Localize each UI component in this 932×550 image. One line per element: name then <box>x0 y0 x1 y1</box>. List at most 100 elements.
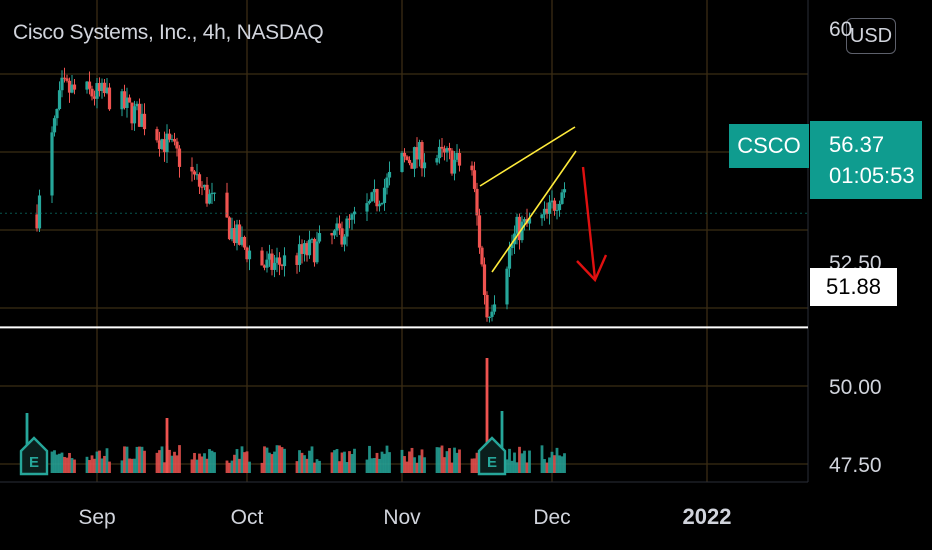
candle-body <box>520 221 524 241</box>
candle-body <box>175 141 179 149</box>
volume-bar <box>405 461 409 473</box>
candle-body <box>245 247 249 260</box>
volume-bar <box>450 462 454 473</box>
candle-body <box>277 257 282 265</box>
candle-body <box>240 236 244 245</box>
candle-body <box>197 174 202 187</box>
candle-body <box>487 316 492 318</box>
candle-body <box>522 219 527 222</box>
volume-bar <box>350 453 354 473</box>
volume-bar <box>458 449 461 473</box>
volume-bar <box>295 461 299 473</box>
candle-body <box>72 84 77 90</box>
volume-bar <box>453 447 456 473</box>
volume-bar <box>448 448 451 473</box>
ticker-label: CSCO <box>729 124 809 168</box>
volume-bar <box>513 452 516 473</box>
candle-body <box>97 83 102 92</box>
candle-body <box>210 192 214 195</box>
candle-body <box>167 133 172 140</box>
candle-body <box>90 88 94 97</box>
volume-bar <box>455 452 459 473</box>
volume-bar <box>540 445 544 473</box>
wedge-upper-trendline <box>479 126 576 187</box>
candle-body <box>52 118 57 133</box>
candle-body <box>270 253 274 270</box>
candle-body <box>420 142 424 169</box>
chart-title: Cisco Systems, Inc., 4h, NASDAQ <box>13 21 324 44</box>
volume-bar <box>555 447 559 473</box>
candle-body <box>265 259 269 268</box>
candle-body <box>372 189 377 193</box>
candle-body <box>207 194 212 204</box>
candle-body <box>35 214 39 229</box>
time-tick-label: Oct <box>231 506 264 529</box>
volume-bar <box>280 447 284 473</box>
candle-body <box>382 187 387 203</box>
volume-bar <box>228 462 231 473</box>
volume-bar <box>445 451 449 473</box>
volume-bar <box>73 459 76 473</box>
volume-bar <box>65 457 69 473</box>
earnings-marker-letter: E <box>29 454 39 471</box>
volume-bar <box>528 450 531 473</box>
candle-body <box>332 230 337 236</box>
volume-bar <box>135 446 139 473</box>
volume-bar <box>423 457 426 473</box>
candle-body <box>102 82 107 94</box>
candle-body <box>190 166 194 172</box>
volume-bar <box>400 449 404 473</box>
volume-bar <box>510 460 514 473</box>
candle-body <box>312 239 317 263</box>
candle-body <box>310 239 314 241</box>
volume-bar <box>68 452 71 473</box>
candle-body <box>342 236 347 245</box>
volume-bar <box>525 462 529 473</box>
volume-bar <box>95 451 99 473</box>
volume-bar <box>298 450 301 473</box>
candle-body <box>105 87 109 94</box>
candle-body <box>375 189 379 207</box>
grid-lines <box>0 0 809 483</box>
volume-bar <box>413 457 416 473</box>
candle-body <box>67 80 72 93</box>
volume-bar <box>318 460 321 473</box>
volume-bar <box>193 452 196 473</box>
volume-bar <box>260 462 264 473</box>
volume-bar <box>128 458 131 473</box>
candle-body <box>37 195 42 229</box>
currency-button[interactable]: USD <box>846 18 896 54</box>
volume-bar <box>168 449 171 473</box>
volume-bar <box>313 462 316 473</box>
volume-bar-spike <box>165 418 169 473</box>
volume-bar <box>383 453 386 473</box>
wedge-lower-trendline <box>491 150 577 273</box>
bearish-arrow-head <box>576 254 608 283</box>
candle-body <box>297 244 302 265</box>
volume-bar <box>203 453 206 473</box>
volume-bar <box>443 457 446 473</box>
volume-bar <box>268 452 271 473</box>
volume-bar <box>265 447 269 473</box>
candle-body <box>92 96 97 99</box>
volume-bar <box>205 458 209 473</box>
candle-body <box>352 211 357 215</box>
volume-bar <box>440 445 444 473</box>
earnings-icon: E <box>477 436 507 476</box>
candlesticks <box>35 67 567 323</box>
time-axis[interactable]: Sep Oct Nov Dec 2022 <box>78 504 731 529</box>
candle-body <box>547 202 552 214</box>
volume-bar <box>160 446 164 473</box>
candle-body <box>237 224 242 245</box>
candle-body <box>490 311 494 317</box>
last-price: 56.37 <box>829 132 885 157</box>
candle-body <box>155 129 159 141</box>
volume-bar <box>523 450 526 473</box>
candle-body <box>212 192 217 194</box>
volume-bar <box>70 458 74 473</box>
volume-bar <box>50 451 54 473</box>
volume-bar <box>518 446 521 473</box>
candle-body <box>552 200 557 211</box>
volume-bar <box>275 445 279 473</box>
